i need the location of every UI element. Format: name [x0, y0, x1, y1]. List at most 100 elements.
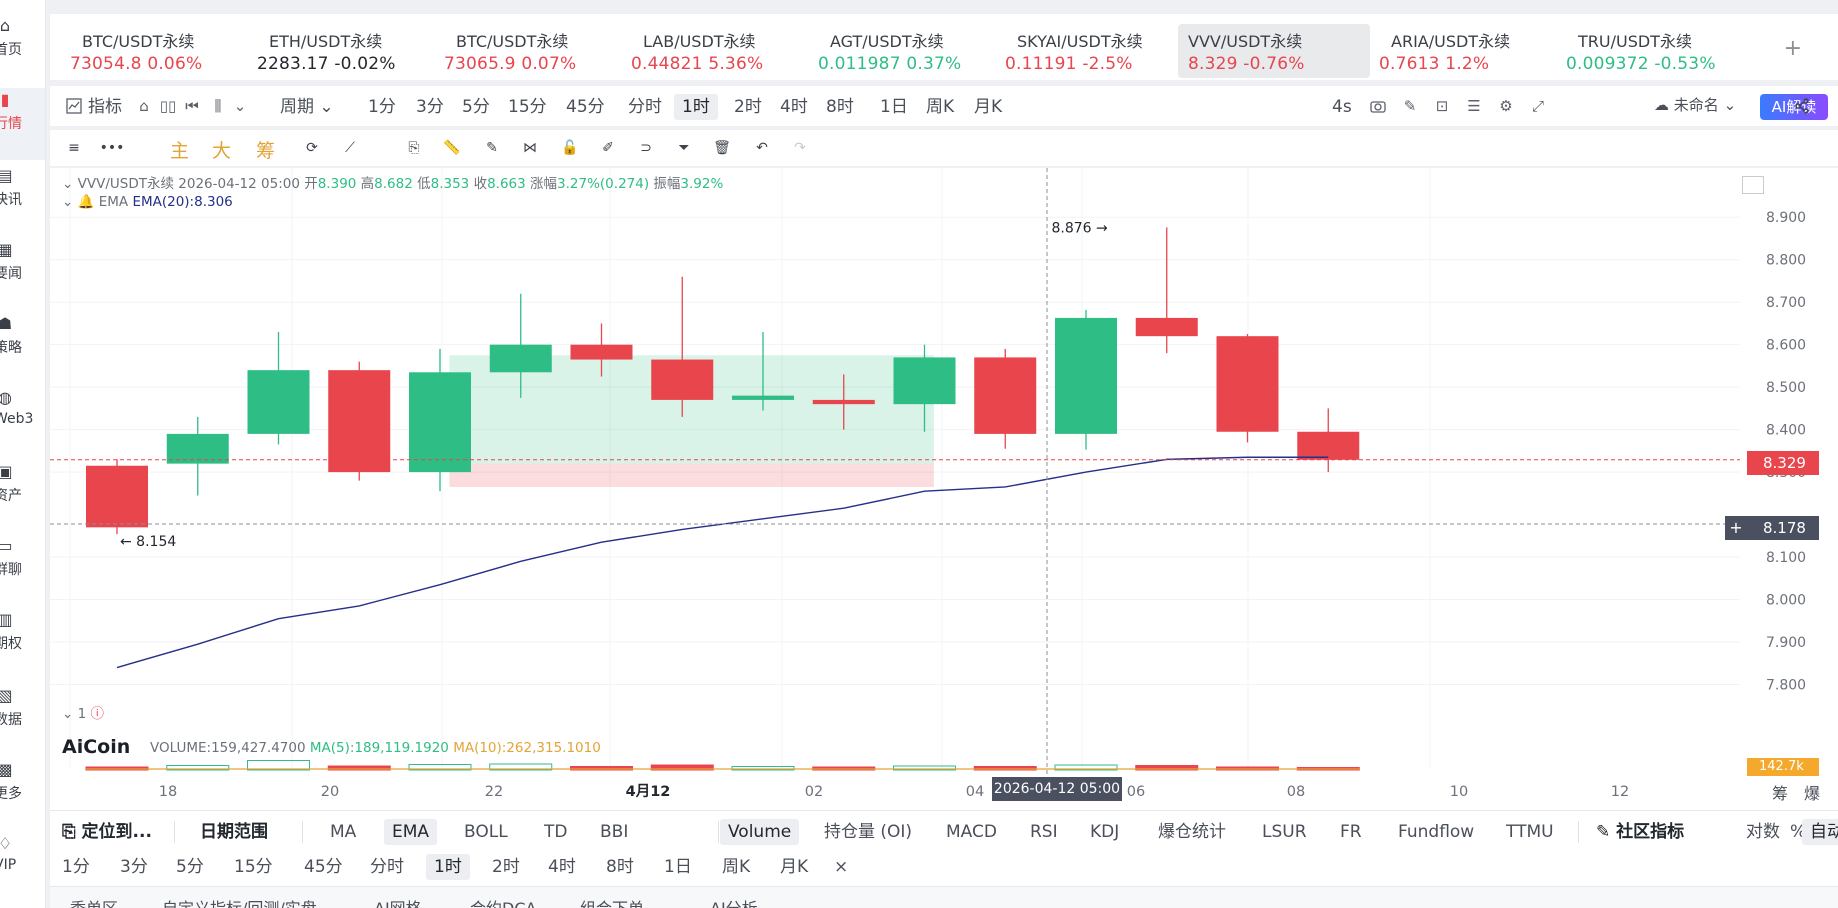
- collapse-volume-icon[interactable]: ⌄: [62, 706, 74, 722]
- ticker-tab[interactable]: VVV/USDT永续 8.329 -0.76%: [1178, 24, 1370, 78]
- bottom-interval-9[interactable]: 8时: [606, 857, 634, 877]
- sub-indicator-1[interactable]: 持仓量 (OI): [824, 822, 913, 842]
- interval-9[interactable]: 8时: [826, 97, 854, 117]
- chip-axis-label[interactable]: 筹: [1772, 784, 1789, 803]
- candle-body[interactable]: [651, 359, 714, 400]
- brush-icon[interactable]: ✎: [486, 140, 498, 156]
- delete-icon[interactable]: 🗑: [713, 140, 731, 156]
- bottom-panel-tab-1[interactable]: 自定义指标/回测/实盘: [162, 895, 317, 908]
- sub-indicator-3[interactable]: RSI: [1030, 822, 1058, 842]
- indicator-icon[interactable]: [64, 96, 84, 116]
- magnet-icon[interactable]: ⊃: [640, 140, 652, 156]
- redo-icon[interactable]: ↷: [794, 140, 806, 156]
- pen-icon[interactable]: ✎: [1403, 97, 1417, 115]
- edit-note-icon[interactable]: ✐: [602, 140, 614, 156]
- bottom-interval-8[interactable]: 4时: [548, 857, 576, 877]
- main-indicator-3[interactable]: TD: [544, 822, 568, 842]
- interval-6[interactable]: 1时: [674, 94, 718, 120]
- period-dropdown[interactable]: 周期 ⌄: [280, 97, 334, 117]
- add-ticker-button[interactable]: +: [1783, 36, 1802, 61]
- candle-body[interactable]: [812, 399, 875, 405]
- bottom-panel-tab-2[interactable]: AI网格: [374, 895, 422, 908]
- interval-0[interactable]: 1分: [368, 97, 396, 117]
- locate-button[interactable]: ⎘ 定位到...: [62, 819, 152, 845]
- candle-body[interactable]: [409, 372, 471, 473]
- candle-body[interactable]: [489, 344, 552, 373]
- cycle-icon[interactable]: ⟳: [306, 140, 318, 156]
- candle-body[interactable]: [166, 433, 229, 464]
- position-stop-zone[interactable]: [449, 463, 934, 487]
- candle-body[interactable]: [974, 357, 1037, 434]
- sidebar-item-5[interactable]: ◍ Web3: [0, 386, 45, 458]
- chart-canvas[interactable]: 8.876 → ← 8.154 8.900 8.800 8.700 8.600 8.500 8…: [50, 168, 1838, 810]
- indicator-button[interactable]: 指标: [88, 97, 122, 117]
- sidebar-item-7[interactable]: ▭ 群聊: [0, 534, 45, 606]
- more-tools-icon[interactable]: •••: [99, 140, 125, 156]
- sidebar-item-4[interactable]: ☗ 策略: [0, 312, 45, 384]
- close-interval-bar-icon[interactable]: ×: [834, 857, 849, 877]
- collapse-legend-icon[interactable]: ⌄: [62, 176, 74, 192]
- share-icon[interactable]: [1792, 96, 1812, 116]
- candle-body[interactable]: [1216, 336, 1279, 432]
- template-icon[interactable]: ⌂: [139, 97, 149, 115]
- sidebar-item-8[interactable]: ▥ 期权: [0, 608, 45, 680]
- bottom-panel-tab-5[interactable]: AI分析: [710, 895, 758, 908]
- bottom-panel-tab-4[interactable]: 组合下单: [580, 895, 644, 908]
- sidebar-item-3[interactable]: ▦ 要闻: [0, 238, 45, 310]
- interval-4[interactable]: 45分: [566, 97, 605, 117]
- date-range-button[interactable]: 日期范围: [200, 822, 268, 842]
- bottom-interval-2[interactable]: 5分: [176, 857, 204, 877]
- candle-body[interactable]: [328, 370, 391, 473]
- bottom-interval-1[interactable]: 3分: [120, 857, 148, 877]
- label-icon[interactable]: ⎘: [408, 140, 420, 156]
- chip-button[interactable]: 筹: [256, 140, 276, 162]
- ticker-tab[interactable]: BTC/USDT永续 73054.8 0.06%: [56, 24, 226, 78]
- interval-5[interactable]: 分时: [628, 97, 662, 117]
- candle-type-dropdown-icon[interactable]: ⌄: [233, 97, 247, 115]
- sidebar-item-1[interactable]: ▮ 行情: [0, 88, 45, 160]
- liquidation-axis-label[interactable]: 爆: [1804, 784, 1821, 803]
- log-scale-toggle[interactable]: 对数: [1746, 822, 1780, 842]
- candle-type-icon[interactable]: ⫼: [214, 97, 222, 115]
- collapse-ema-icon[interactable]: ⌄: [62, 194, 74, 210]
- candle-body[interactable]: [86, 465, 148, 528]
- candle-body[interactable]: [247, 370, 310, 434]
- auto-scale-toggle[interactable]: 自动: [1802, 819, 1838, 845]
- ticker-tab[interactable]: LAB/USDT永续 0.44821 5.36%: [617, 24, 787, 78]
- bottom-interval-11[interactable]: 周K: [722, 857, 751, 877]
- bottom-interval-0[interactable]: 1分: [62, 857, 90, 877]
- bottom-interval-6[interactable]: 1时: [426, 854, 470, 880]
- sub-indicator-5[interactable]: 爆仓统计: [1158, 822, 1226, 842]
- camera-icon[interactable]: [1368, 96, 1388, 116]
- candle-body[interactable]: [1055, 317, 1117, 434]
- community-indicator-button[interactable]: ✎ 社区指标: [1596, 819, 1684, 845]
- sidebar-item-6[interactable]: ▣ 资产: [0, 460, 45, 532]
- price-chart[interactable]: 8.876 → ← 8.154 8.900 8.800 8.700 8.600 8.500 8…: [50, 168, 1838, 810]
- trend-line-icon[interactable]: ⟋: [345, 140, 355, 156]
- interval-1[interactable]: 3分: [416, 97, 444, 117]
- interval-2[interactable]: 5分: [462, 97, 490, 117]
- compare-icon[interactable]: ▯▯: [159, 97, 177, 115]
- candle-body[interactable]: [893, 357, 956, 405]
- ticker-tab[interactable]: BTC/USDT永续 73065.9 0.07%: [430, 24, 600, 78]
- layout-name-dropdown[interactable]: ☁ 未命名 ⌄: [1654, 96, 1737, 114]
- bottom-interval-4[interactable]: 45分: [304, 857, 343, 877]
- settings-icon[interactable]: ⚙: [1499, 97, 1513, 115]
- bottom-interval-3[interactable]: 15分: [234, 857, 273, 877]
- ticker-tab[interactable]: ETH/USDT永续 2283.17 -0.02%: [243, 24, 413, 78]
- candle-body[interactable]: [1135, 317, 1198, 337]
- cast-icon[interactable]: ⊡: [1435, 97, 1449, 115]
- add-alert-icon[interactable]: +: [1725, 516, 1747, 540]
- candle-body[interactable]: [1297, 431, 1360, 460]
- replay-icon[interactable]: ⏮: [185, 97, 199, 115]
- main-indicator-1[interactable]: EMA: [384, 819, 438, 845]
- bottom-interval-7[interactable]: 2时: [492, 857, 520, 877]
- candle-body[interactable]: [570, 344, 633, 360]
- interval-7[interactable]: 2时: [734, 97, 762, 117]
- sub-indicator-6[interactable]: LSUR: [1262, 822, 1307, 842]
- interval-12[interactable]: 月K: [974, 97, 1003, 117]
- sub-indicator-7[interactable]: FR: [1340, 822, 1362, 842]
- ruler-icon[interactable]: 📏: [443, 140, 461, 156]
- sidebar-item-2[interactable]: ▤ 快讯: [0, 164, 45, 236]
- filter-icon[interactable]: ⏷: [678, 140, 690, 156]
